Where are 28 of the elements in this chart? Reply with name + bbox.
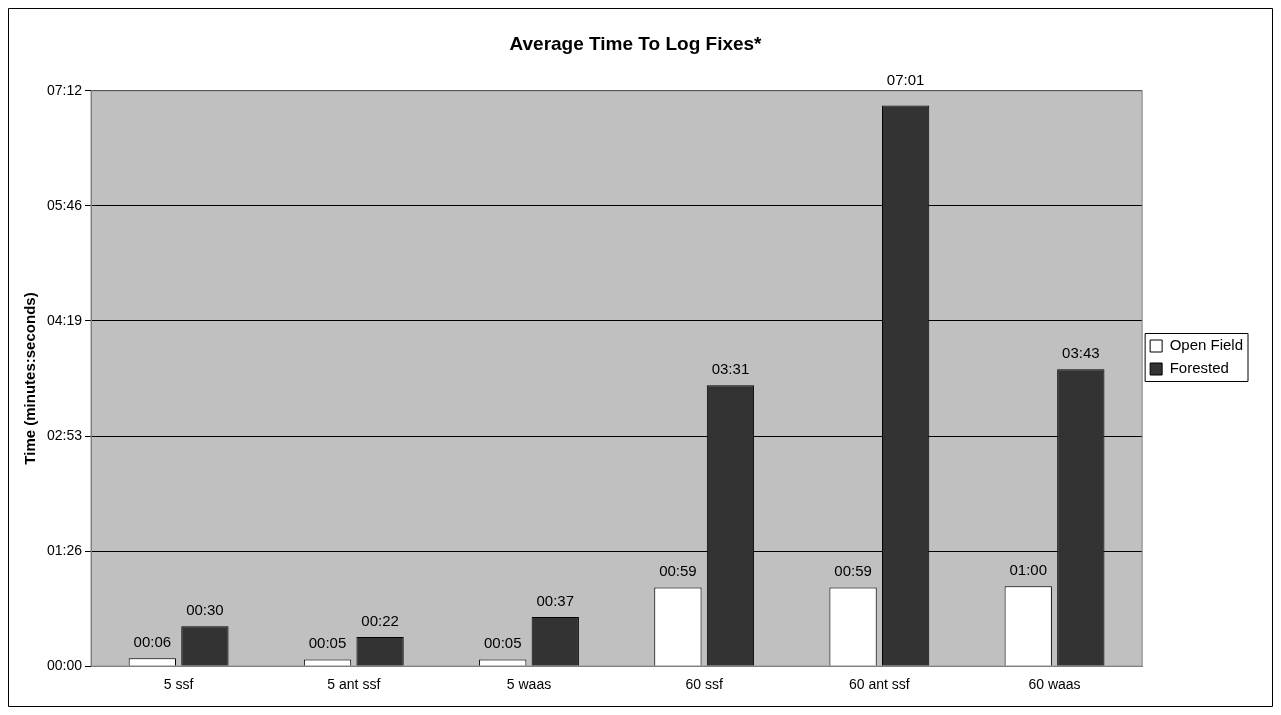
data-label: 03:43 [1062, 343, 1100, 361]
legend-label: Forested [1169, 359, 1229, 377]
y-tick-label: 01:26 [46, 541, 83, 558]
y-axis-title: Time (minutes:seconds) [21, 292, 39, 465]
data-label: 00:05 [308, 634, 347, 652]
data-label: 03:31 [711, 359, 750, 377]
x-tick-label: 60 waas [1028, 676, 1081, 693]
x-tick-label: 5 ssf [163, 676, 194, 693]
x-tick-label: 5 ant ssf [327, 676, 381, 693]
y-tick-label: 05:46 [46, 196, 83, 213]
y-tick-label: 00:00 [46, 657, 83, 674]
data-label: 00:30 [186, 600, 224, 618]
chart-title: Average Time To Log Fixes* [509, 32, 763, 54]
x-tick-label: 60 ssf [685, 676, 723, 693]
data-label: 00:05 [483, 634, 522, 652]
data-label: 00:59 [834, 562, 872, 580]
data-label: 00:06 [133, 632, 172, 650]
data-label: 00:22 [361, 611, 399, 629]
x-tick-label: 60 ant ssf [849, 676, 910, 693]
x-tick-label: 5 waas [506, 676, 552, 693]
y-tick-label: 07:12 [46, 81, 83, 98]
y-tick-label: 04:19 [46, 311, 83, 328]
data-label: 00:59 [659, 562, 697, 580]
legend-label: Open Field [1169, 336, 1243, 354]
y-tick-label: 02:53 [46, 426, 83, 443]
data-label: 07:01 [886, 71, 925, 89]
data-label: 00:37 [536, 591, 575, 609]
data-label: 01:00 [1009, 560, 1048, 578]
